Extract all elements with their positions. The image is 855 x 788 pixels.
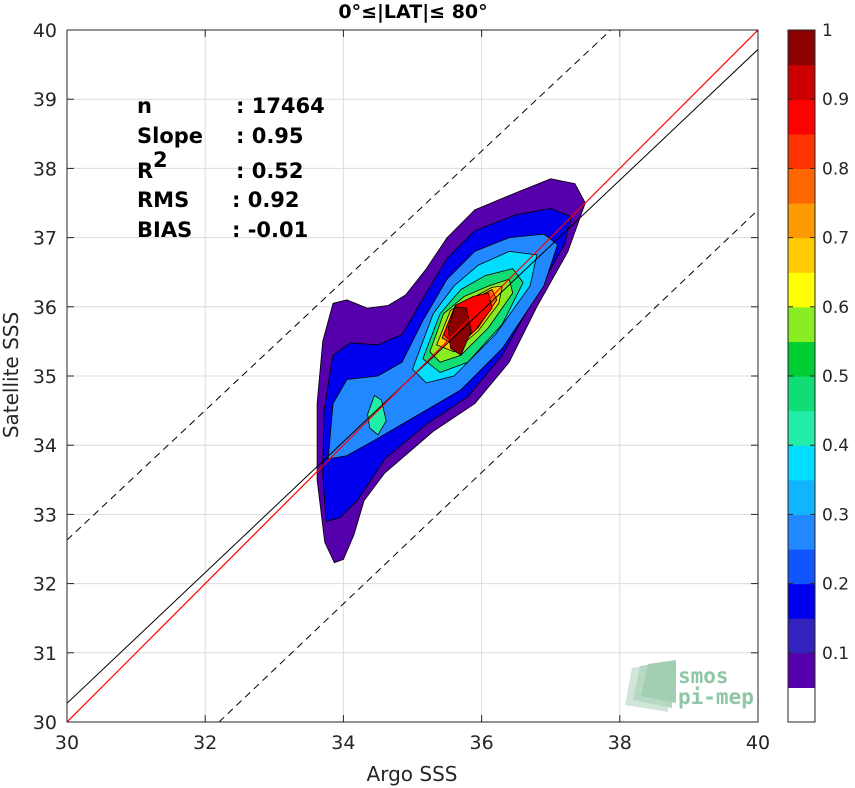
colorbar-segment — [788, 445, 815, 481]
stat-value-r: : 0.52 — [236, 159, 304, 183]
stat-value-n: : 17464 — [236, 94, 325, 118]
y-tick-label: 34 — [33, 435, 57, 457]
colorbar-tick-label: 0.6 — [822, 298, 849, 318]
colorbar-segment — [788, 687, 815, 723]
colorbar-segment — [788, 549, 815, 585]
stat-label-r: R — [137, 159, 153, 183]
colorbar: 0.1 0.2 0.3 0.4 0.5 0.6 0.7 0.8 0.9 1 — [787, 21, 849, 723]
colorbar-segment — [788, 203, 815, 239]
y-axis-ticks: 30 31 32 33 34 35 36 37 38 39 40 — [33, 20, 758, 734]
colorbar-segment — [788, 133, 815, 169]
envelope-lower-line — [218, 209, 758, 722]
colorbar-tick-label: 0.2 — [822, 575, 849, 595]
colorbar-segment — [788, 479, 815, 515]
stat-value-bias: : -0.01 — [232, 218, 308, 242]
colorbar-tick-label: 0.8 — [822, 159, 849, 179]
colorbar-segment — [788, 306, 815, 342]
x-tick-label: 38 — [608, 732, 632, 754]
colorbar-segment — [788, 652, 815, 688]
x-tick-label: 30 — [55, 732, 79, 754]
colorbar-tick-label: 0.9 — [822, 90, 849, 110]
stat-label-bias: BIAS — [137, 218, 192, 242]
colorbar-segment — [788, 514, 815, 550]
y-tick-label: 31 — [33, 643, 57, 665]
logo-line1: smos — [678, 664, 729, 688]
smos-pi-mep-logo: smos pi-mep — [625, 660, 754, 712]
colorbar-segment — [788, 272, 815, 308]
y-tick-label: 30 — [33, 712, 57, 734]
y-tick-label: 36 — [33, 297, 57, 319]
colorbar-segment — [788, 237, 815, 273]
colorbar-segment — [788, 30, 815, 66]
stat-label-slope: Slope — [137, 124, 203, 148]
y-axis-label: Satellite SSS — [0, 312, 23, 438]
x-axis-ticks: 30 32 34 36 38 40 — [55, 30, 770, 754]
colorbar-tick-label: 0.3 — [822, 505, 849, 525]
colorbar-segment — [788, 376, 815, 412]
x-tick-label: 36 — [470, 732, 494, 754]
stat-value-slope: : 0.95 — [236, 124, 304, 148]
y-tick-label: 39 — [33, 89, 57, 111]
y-tick-label: 40 — [33, 20, 57, 42]
stat-label-superscript: 2 — [153, 148, 168, 172]
x-tick-label: 34 — [331, 732, 355, 754]
colorbar-tick-label: 0.7 — [822, 229, 849, 249]
y-tick-label: 37 — [33, 228, 57, 250]
colorbar-segment — [788, 99, 815, 135]
y-tick-label: 38 — [33, 158, 57, 180]
y-tick-label: 35 — [33, 366, 57, 388]
stat-value-rms: : 0.92 — [232, 188, 300, 212]
colorbar-segment — [788, 583, 815, 619]
logo-line2: pi-mep — [678, 685, 754, 709]
x-axis-label: Argo SSS — [367, 762, 458, 786]
colorbar-tick-label: 0.4 — [822, 436, 849, 456]
statistics-box: n : 17464 Slope : 0.95 R 2 : 0.52 RMS : 0.92 BIAS… — [137, 94, 325, 242]
envelope-upper-line — [67, 30, 612, 541]
colorbar-segment — [788, 341, 815, 377]
colorbar-tick-label: 0.1 — [822, 644, 849, 664]
colorbar-segment — [788, 64, 815, 100]
colorbar-tick-label: 0.5 — [822, 367, 849, 387]
x-tick-label: 40 — [746, 732, 770, 754]
y-tick-label: 33 — [33, 504, 57, 526]
colorbar-segment — [788, 618, 815, 654]
one-to-one-line — [67, 30, 758, 722]
x-tick-label: 32 — [193, 732, 217, 754]
colorbar-tick-label: 1 — [822, 21, 833, 41]
logo-mark-icon — [625, 660, 676, 712]
colorbar-segment — [788, 410, 815, 446]
y-tick-label: 32 — [33, 574, 57, 596]
stat-label-rms: RMS — [137, 188, 189, 212]
chart-title: 0°≤|LAT|≤ 80° — [338, 1, 487, 23]
reference-lines — [67, 30, 758, 722]
stat-label-n: n — [137, 94, 152, 118]
colorbar-segment — [788, 168, 815, 204]
